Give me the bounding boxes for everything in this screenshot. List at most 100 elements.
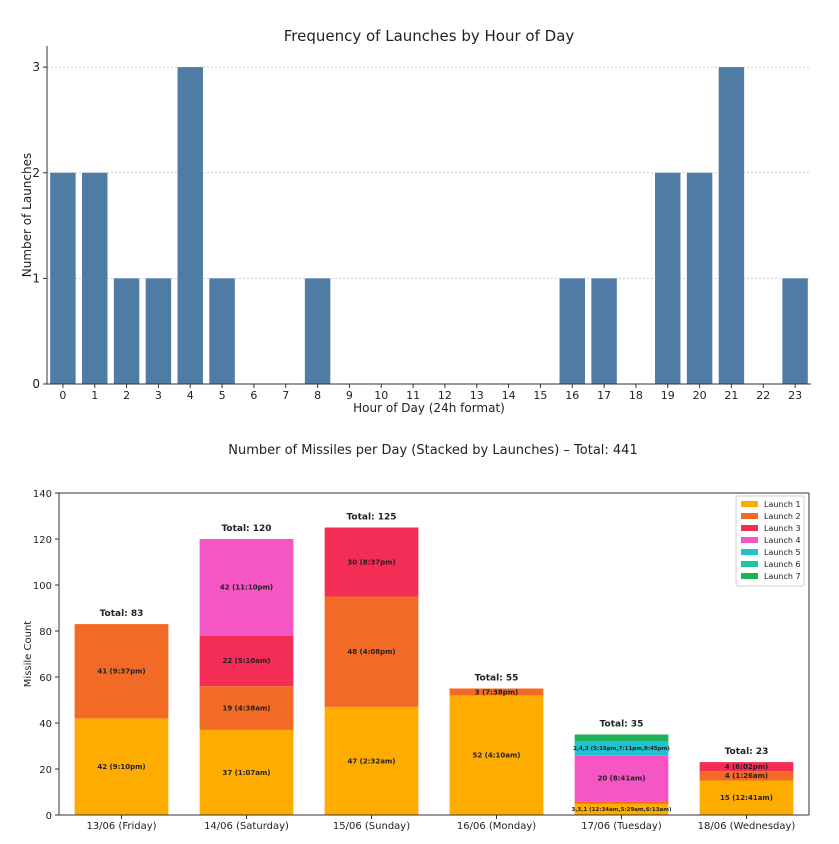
bar-total-label: Total: 83 xyxy=(100,609,144,619)
segment-label: 4 (1:26am) xyxy=(725,772,768,780)
x-tick-label: 21 xyxy=(724,389,738,402)
x-tick-label: 12 xyxy=(438,389,452,402)
segment-launch-1-1 xyxy=(199,729,294,815)
segment-launch-2-2 xyxy=(324,596,419,707)
legend-swatch xyxy=(741,573,758,579)
bar-hour-2 xyxy=(113,278,140,384)
x-tick-label: 8 xyxy=(314,389,321,402)
y-tick-label: 0 xyxy=(32,377,40,391)
segment-label: 3,3,1 (12:34am,5:29am,6:13am) xyxy=(572,807,672,813)
x-tick-label: 1 xyxy=(91,389,98,402)
segment-label: 22 (5:10am) xyxy=(222,657,270,665)
segment-label: 52 (4:10am) xyxy=(472,752,520,760)
legend-swatch xyxy=(741,501,758,507)
bar-hour-17 xyxy=(591,278,617,384)
legend-swatch xyxy=(741,549,758,555)
legend-swatch xyxy=(741,513,758,519)
bar-total-label: Total: 120 xyxy=(221,524,271,534)
bar-hour-5 xyxy=(209,278,235,384)
segment-launch-2-5 xyxy=(699,771,794,781)
x-tick-label: 13/06 (Friday) xyxy=(86,821,156,832)
x-tick-label: 18/06 (Wednesday) xyxy=(698,821,796,832)
segment-launch-2-4 xyxy=(574,801,669,804)
x-tick-label: 3 xyxy=(155,389,162,402)
y-axis-label: Number of Launches xyxy=(20,153,34,278)
x-tick-label: 14 xyxy=(502,389,516,402)
segment-launch-4-4 xyxy=(574,755,669,802)
segment-label: 2,4,3 (5:15pm,7:11pm,9:45pm) xyxy=(573,746,670,752)
x-tick-label: 14/06 (Saturday) xyxy=(204,821,289,832)
x-tick-label: 18 xyxy=(629,389,643,402)
x-tick-label: 7 xyxy=(282,389,289,402)
x-tick-label: 13 xyxy=(470,389,484,402)
segment-launch-7-4 xyxy=(574,734,669,742)
legend-label: Launch 5 xyxy=(764,548,801,557)
segment-label: 42 (11:10pm) xyxy=(220,584,273,592)
x-tick-label: 6 xyxy=(250,389,257,402)
x-tick-label: 16/06 (Monday) xyxy=(457,821,536,832)
legend-label: Launch 6 xyxy=(764,560,801,569)
x-tick-label: 0 xyxy=(59,389,66,402)
chart-title: Number of Missiles per Day (Stacked by L… xyxy=(228,443,637,458)
legend-swatch xyxy=(741,561,758,567)
x-tick-label: 15 xyxy=(533,389,547,402)
legend-swatch xyxy=(741,525,758,531)
bar-hour-16 xyxy=(559,278,585,384)
bar-hour-1 xyxy=(82,172,108,384)
segment-launch-1-3 xyxy=(449,695,544,815)
segment-launch-3-1 xyxy=(199,635,294,687)
segment-launch-5-4 xyxy=(574,741,669,756)
segment-label: 42 (9:10pm) xyxy=(97,763,145,771)
legend-label: Launch 7 xyxy=(764,572,801,581)
y-tick-label: 140 xyxy=(33,489,52,500)
hourly-launch-chart: Frequency of Launches by Hour of Day 012… xyxy=(20,27,811,415)
x-tick-label: 9 xyxy=(346,389,353,402)
bar-hour-21 xyxy=(718,67,745,384)
x-tick-label: 4 xyxy=(187,389,194,402)
y-tick-label: 60 xyxy=(39,673,52,684)
y-tick-label: 3 xyxy=(32,60,40,74)
legend-label: Launch 3 xyxy=(764,524,801,533)
y-tick-label: 100 xyxy=(33,581,52,592)
bar-hour-20 xyxy=(686,172,713,384)
legend-label: Launch 2 xyxy=(764,512,801,521)
legend-label: Launch 1 xyxy=(764,500,801,509)
x-tick-label: 11 xyxy=(406,389,420,402)
bar-hour-0 xyxy=(50,172,76,384)
bar-total-label: Total: 55 xyxy=(475,674,519,684)
bar-total-label: Total: 35 xyxy=(600,720,644,730)
y-tick-label: 80 xyxy=(39,627,52,638)
bar-hour-3 xyxy=(145,278,172,384)
segment-launch-3-2 xyxy=(324,527,419,597)
segment-launch-1-2 xyxy=(324,706,419,815)
segment-label: 3 (7:38pm) xyxy=(475,688,518,696)
bar-hour-8 xyxy=(304,278,331,384)
legend-label: Launch 4 xyxy=(764,536,801,545)
x-tick-label: 23 xyxy=(788,389,802,402)
x-tick-label: 17/06 (Tuesday) xyxy=(581,821,662,832)
segment-launch-1-4 xyxy=(574,803,669,815)
y-tick-label: 1 xyxy=(32,271,40,285)
x-tick-label: 10 xyxy=(374,389,388,402)
segment-launch-2-0 xyxy=(74,624,169,719)
segment-launch-3-5 xyxy=(699,762,794,772)
bar-hour-4 xyxy=(177,67,203,384)
bar-hour-23 xyxy=(782,278,808,384)
segment-launch-2-3 xyxy=(449,688,544,696)
y-tick-label: 0 xyxy=(46,811,52,822)
missiles-per-day-chart: Number of Missiles per Day (Stacked by L… xyxy=(23,443,810,832)
x-tick-label: 16 xyxy=(565,389,579,402)
segment-label: 19 (4:38am) xyxy=(222,704,270,712)
y-axis-label: Missile Count xyxy=(23,621,34,687)
legend: Launch 1 Launch 2 Launch 3 Launch 4 Launch 5… xyxy=(735,495,805,587)
x-tick-label: 22 xyxy=(756,389,770,402)
x-tick-label: 2 xyxy=(123,389,130,402)
x-axis-label: Hour of Day (24h format) xyxy=(353,401,505,415)
x-tick-label: 15/06 (Sunday) xyxy=(333,821,410,832)
segment-label: 20 (8:41am) xyxy=(597,775,645,783)
chart-title: Frequency of Launches by Hour of Day xyxy=(284,27,575,45)
segment-label: 4 (6:02pm) xyxy=(725,763,768,771)
y-tick-label: 20 xyxy=(39,765,52,776)
bar-hour-19 xyxy=(655,172,681,384)
